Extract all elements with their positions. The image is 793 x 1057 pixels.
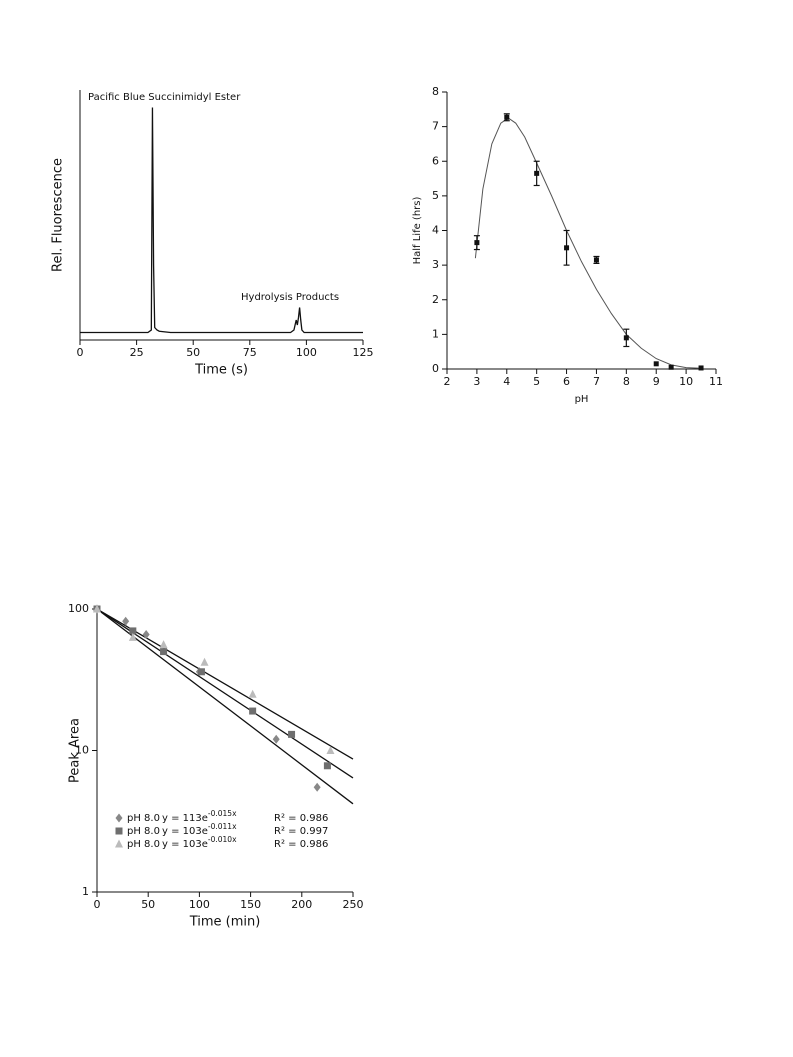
legend-label: pH 8.0: [127, 826, 160, 837]
y-tick-label: 3: [432, 258, 439, 271]
legend-exponent: -0.015x: [208, 809, 237, 818]
y-tick-label: 1: [82, 885, 89, 898]
trace: [80, 107, 363, 334]
y-tick-label: 1: [432, 327, 439, 340]
chart: 2 3 4 5 6 7 8 9 10 11 0 1 2 3 4 5 6 7 8 pH Half Life (hrs): [412, 85, 723, 405]
legend-marker: [115, 839, 123, 848]
y-tick-label: 6: [432, 154, 439, 167]
point: [248, 689, 257, 698]
point: [326, 746, 335, 754]
y-tick-label: 7: [432, 120, 439, 133]
x-tick-label: 100: [189, 898, 210, 911]
point: [698, 365, 704, 371]
chart: 0 50 100 150 200 250 1 10 100 Time (min) Peak Area…: [68, 602, 364, 930]
point: [129, 627, 137, 635]
x-axis-label: pH: [575, 394, 589, 405]
y-tick-label: 100: [68, 602, 89, 615]
y-axis-label: Half Life (hrs): [412, 197, 423, 265]
fit-curve: [474, 117, 702, 369]
point: [668, 364, 674, 370]
x-tick-label: 250: [343, 898, 364, 911]
point: [323, 762, 331, 770]
x-tick-label: 50: [141, 898, 155, 911]
x-tick-label: 5: [533, 375, 540, 388]
point: [128, 632, 137, 641]
x-tick-label: 200: [291, 898, 312, 911]
chart: 0 25 50 75 100 125 Time (s) Rel. Fluorescence Pa…: [51, 90, 374, 378]
point: [593, 257, 599, 263]
legend-label: pH 8.0: [127, 813, 160, 824]
point: [504, 114, 510, 120]
x-axis-label: Time (min): [189, 915, 261, 930]
legend-label: pH 8.0: [127, 839, 160, 850]
annotation: Pacific Blue Succinimidyl Ester: [88, 92, 241, 103]
point: [564, 245, 570, 251]
y-tick-label: 5: [432, 189, 439, 202]
y-tick-label: 4: [432, 224, 439, 237]
y-tick-label: 8: [432, 85, 439, 98]
legend-equation: y = 103e: [162, 839, 208, 850]
point: [313, 782, 321, 792]
x-tick-label: 0: [77, 346, 84, 359]
annotation: Hydrolysis Products: [241, 292, 339, 303]
x-tick-label: 0: [94, 898, 101, 911]
point: [474, 240, 480, 246]
point: [249, 707, 257, 715]
x-tick-label: 10: [679, 375, 693, 388]
point: [142, 630, 150, 640]
x-tick-label: 100: [296, 346, 317, 359]
legend-exponent: -0.011x: [208, 822, 237, 831]
legend-exponent: -0.010x: [208, 835, 237, 844]
legend-r2: R² = 0.997: [274, 826, 328, 837]
point: [122, 616, 130, 626]
legend-marker: [115, 827, 123, 835]
point: [93, 604, 101, 613]
x-tick-label: 9: [653, 375, 660, 388]
x-tick-label: 7: [593, 375, 600, 388]
y-tick-label: 0: [432, 362, 439, 375]
point: [653, 361, 659, 367]
point: [272, 734, 280, 744]
fit-line: [96, 608, 354, 760]
y-tick-label: 10: [75, 744, 89, 757]
x-tick-label: 75: [243, 346, 257, 359]
point: [534, 170, 540, 176]
x-tick-label: 11: [709, 375, 723, 388]
x-tick-label: 50: [186, 346, 200, 359]
y-axis-label: Rel. Fluorescence: [51, 158, 66, 272]
x-tick-label: 6: [563, 375, 570, 388]
point: [200, 657, 209, 666]
x-tick-label: 2: [444, 375, 451, 388]
x-tick-label: 25: [130, 346, 144, 359]
point: [159, 640, 168, 649]
x-tick-label: 125: [353, 346, 374, 359]
y-axis-label: Peak Area: [68, 718, 83, 783]
point: [623, 335, 629, 341]
legend-marker: [115, 813, 123, 823]
y-tick-label: 2: [432, 293, 439, 306]
point: [197, 668, 205, 676]
x-axis-label: Time (s): [194, 363, 248, 378]
legend-r2: R² = 0.986: [274, 839, 328, 850]
x-tick-label: 4: [503, 375, 510, 388]
x-tick-label: 8: [623, 375, 630, 388]
legend-equation: y = 103e: [162, 826, 208, 837]
legend-equation: y = 113e: [162, 813, 208, 824]
x-tick-label: 3: [473, 375, 480, 388]
x-tick-label: 150: [240, 898, 261, 911]
legend-r2: R² = 0.986: [274, 813, 328, 824]
fit-line: [96, 608, 354, 805]
point: [160, 648, 168, 656]
fit-line: [96, 608, 354, 779]
point: [288, 730, 296, 738]
